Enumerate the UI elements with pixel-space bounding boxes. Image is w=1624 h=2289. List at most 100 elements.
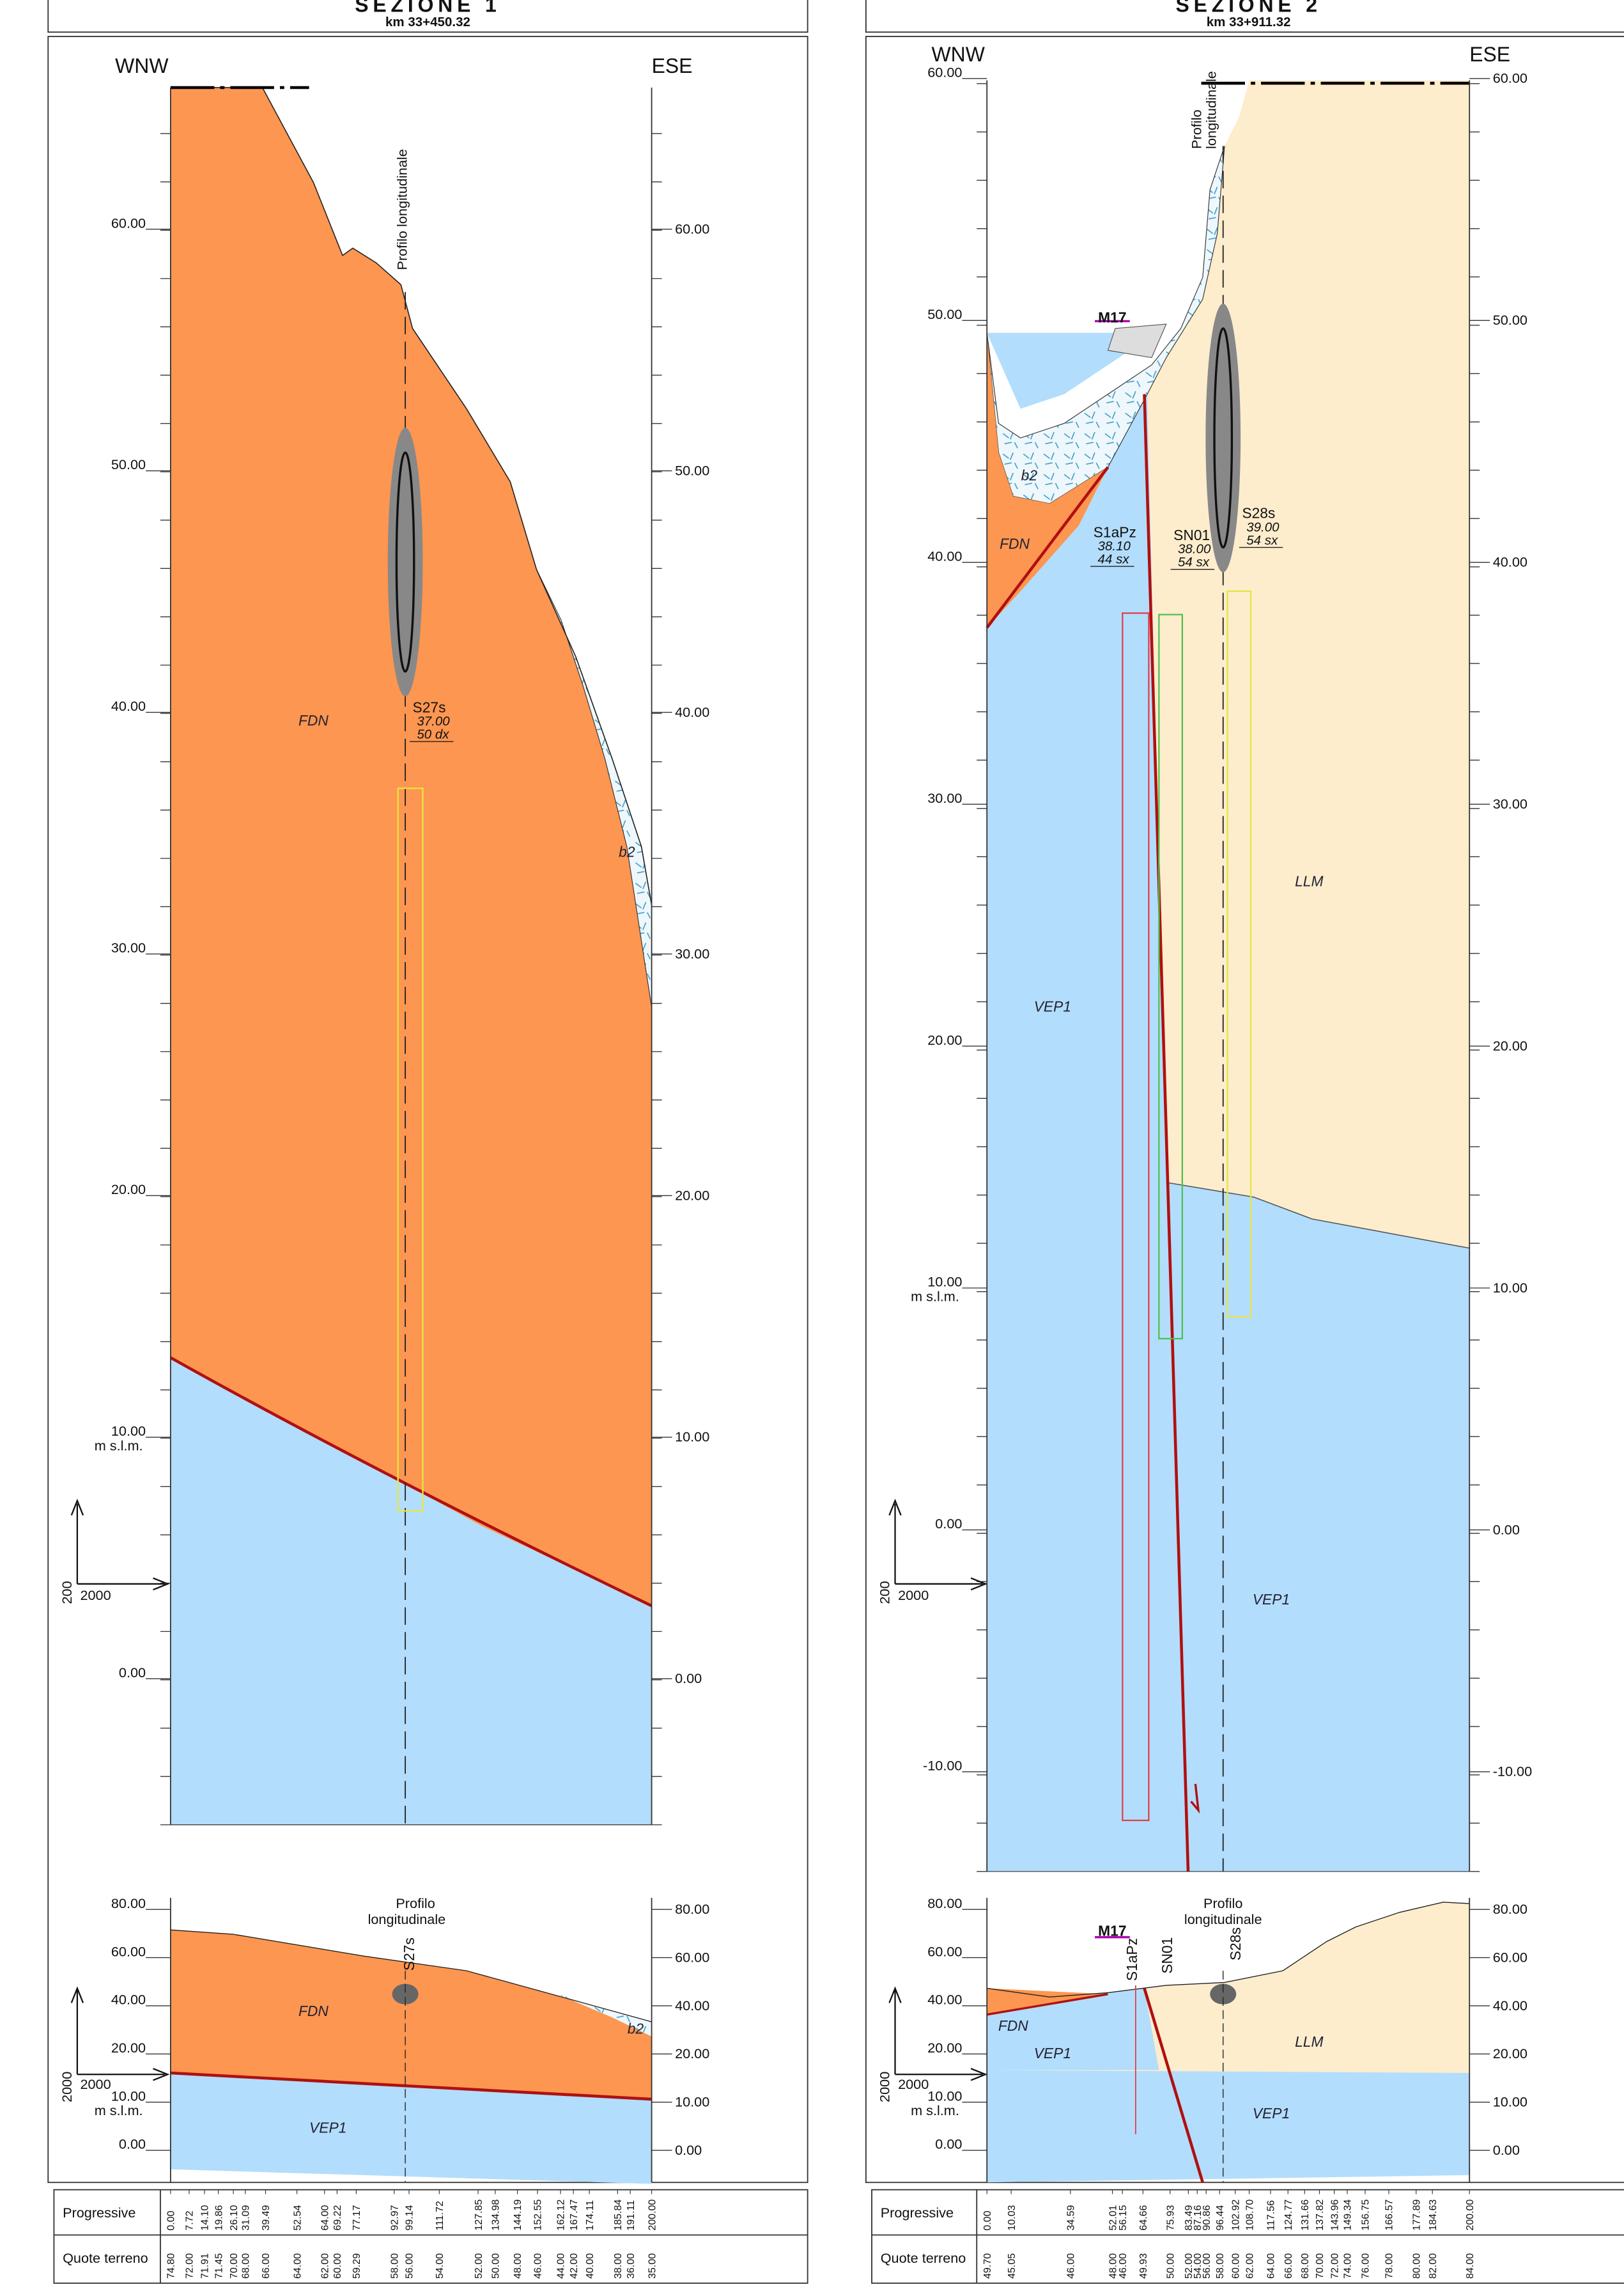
section-1-geology — [169, 86, 653, 2184]
section-title: SEZIONE 2 — [1175, 0, 1321, 16]
elevation-label: 10.00 — [675, 1429, 709, 1445]
progressive-value: 31.09 — [241, 2205, 252, 2231]
row-label: Progressive — [63, 2205, 135, 2221]
ground-value: 54.00 — [435, 2253, 445, 2279]
ground-value: 84.00 — [1465, 2253, 1476, 2279]
borehole-name: S28s — [1242, 505, 1275, 522]
elevation-label: 80.00 — [675, 1901, 709, 1917]
ground-value: 35.00 — [647, 2253, 658, 2279]
progressive-value: 162.12 — [556, 2200, 567, 2231]
profile-label: longitudinale — [1184, 1911, 1262, 1927]
ground-value: 50.00 — [1166, 2253, 1177, 2279]
borehole-name: S28s — [1227, 1927, 1244, 1960]
elevation-label: 80.00 — [111, 1895, 146, 1911]
ground-value: 66.00 — [1283, 2253, 1294, 2279]
progressive-value: 14.10 — [200, 2205, 211, 2231]
elevation-label: 30.00 — [111, 940, 146, 956]
ground-value: 74.00 — [1343, 2253, 1354, 2279]
ground-value: 70.00 — [229, 2253, 240, 2279]
progressive-value: 19.86 — [213, 2205, 224, 2231]
ground-value: 64.00 — [1266, 2253, 1277, 2279]
elevation-label: 40.00 — [675, 1998, 709, 2014]
scale-arrows — [70, 1986, 170, 2081]
elevation-label: 10.00 — [927, 1274, 962, 1290]
ground-value: 40.00 — [585, 2253, 596, 2279]
ground-value: 72.00 — [1329, 2253, 1340, 2279]
progressive-value: 26.10 — [229, 2205, 240, 2231]
progressive-value: 102.92 — [1230, 2200, 1241, 2231]
ground-value: 48.00 — [1108, 2253, 1118, 2279]
ground-value: 68.00 — [241, 2253, 252, 2279]
section-km: km 33+911.32 — [1207, 15, 1291, 29]
scale-vertical: 2000 — [59, 2072, 75, 2102]
unit-label: VEP1 — [1253, 1591, 1290, 1608]
borehole-elevation: 38.00 — [1178, 542, 1211, 557]
elevation-label: 20.00 — [111, 1181, 146, 1197]
elevation-label: 20.00 — [1493, 2045, 1527, 2061]
scale-horizontal: 2000 — [80, 1587, 111, 1603]
ground-value: 48.00 — [513, 2253, 523, 2279]
progressive-value: 131.66 — [1300, 2200, 1311, 2231]
ground-value: 66.00 — [261, 2253, 272, 2279]
ground-value: 50.00 — [491, 2253, 502, 2279]
progressive-value: 185.84 — [613, 2200, 624, 2231]
progressive-value: 64.66 — [1138, 2205, 1149, 2231]
elevation-label: 40.00 — [675, 704, 709, 720]
elevation-label: 60.00 — [927, 1943, 962, 1959]
elevation-label: 40.00 — [1493, 554, 1527, 570]
borehole-elevation: 38.10 — [1098, 539, 1131, 554]
profile-label: Profilo — [1203, 1895, 1242, 1911]
borehole-offset: 54 sx — [1246, 533, 1278, 548]
borehole-name: S1aPz — [1124, 1938, 1140, 1981]
elevation-label: 60.00 — [111, 1943, 146, 1959]
elevation-label: 0.00 — [1493, 1521, 1520, 1537]
progressive-value: 111.72 — [435, 2201, 445, 2231]
elevation-label: 0.00 — [935, 1516, 962, 1532]
ground-value: 45.05 — [1007, 2253, 1017, 2279]
ground-value: 71.91 — [200, 2253, 211, 2279]
section-2-geology — [986, 80, 1470, 2183]
borehole-offset: 54 sx — [1178, 555, 1210, 570]
elevation-label: 30.00 — [1493, 796, 1527, 812]
ground-value: 58.00 — [389, 2253, 400, 2279]
ground-value: 44.00 — [556, 2253, 567, 2279]
direction-right: ESE — [652, 54, 693, 77]
borehole-name: SN01 — [1159, 1937, 1175, 1974]
elevation-label: 20.00 — [675, 2045, 709, 2061]
progressive-value: 152.55 — [533, 2200, 544, 2231]
ground-value: 70.00 — [1315, 2253, 1326, 2279]
unit-label: VEP1 — [309, 2120, 346, 2136]
unit-label: FDN — [298, 712, 329, 729]
ground-value: 80.00 — [1411, 2253, 1422, 2279]
progressive-value: 174.11 — [585, 2200, 596, 2231]
elevation-label: 50.00 — [675, 462, 709, 478]
scale-arrows — [70, 1498, 170, 1591]
progressive-value: 144.19 — [513, 2200, 523, 2231]
ground-value: 82.00 — [1428, 2253, 1439, 2279]
profile-label: Profilo — [1189, 109, 1205, 148]
elevation-label: 30.00 — [927, 790, 962, 806]
elevation-label: 0.00 — [119, 2136, 146, 2152]
progressive-value: 149.34 — [1343, 2200, 1354, 2231]
elevation-label: 10.00 — [111, 2088, 146, 2104]
elevation-label: 10.00 — [111, 1423, 146, 1439]
unit-label: VEP1 — [1253, 2105, 1290, 2122]
elevation-label: -10.00 — [923, 1758, 962, 1774]
progressive-value: 166.57 — [1384, 2200, 1395, 2231]
elevation-label: 50.00 — [927, 306, 962, 322]
scale-horizontal: 2000 — [80, 2076, 111, 2092]
progressive-value: 92.97 — [389, 2205, 400, 2231]
elevation-label: 50.00 — [1493, 312, 1527, 328]
ground-value: 74.80 — [166, 2253, 177, 2279]
elevation-label: 60.00 — [1493, 1949, 1527, 1965]
progressive-value: 96.44 — [1215, 2205, 1226, 2231]
ground-value: 54.00 — [1193, 2253, 1203, 2279]
direction-left: WNW — [115, 54, 169, 77]
progressive-value: 83.49 — [1184, 2205, 1195, 2231]
scale-arrows — [888, 1986, 988, 2081]
ground-value: 46.00 — [1118, 2253, 1129, 2279]
progressive-value: 34.59 — [1066, 2205, 1077, 2231]
progressive-value: 77.17 — [352, 2205, 362, 2231]
elevation-label: 60.00 — [675, 1949, 709, 1965]
